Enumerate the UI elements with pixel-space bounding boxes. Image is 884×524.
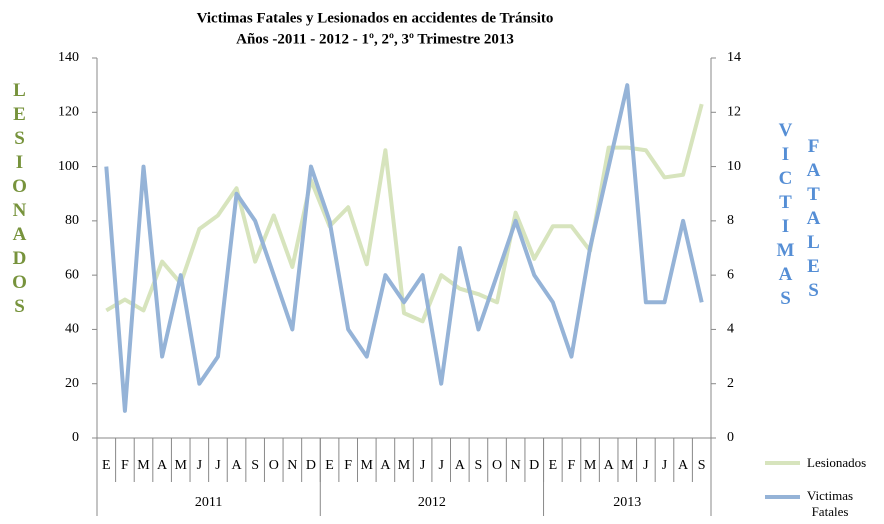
legend-label: Victimas Fatales xyxy=(806,488,854,519)
y2-tick-label: 12 xyxy=(727,105,741,120)
y-tick-label: 100 xyxy=(58,159,79,174)
x-tick-label: F xyxy=(568,458,576,473)
legend-label: Lesionados xyxy=(807,455,867,470)
y-tick-label: 120 xyxy=(58,105,79,120)
y2-tick-label: 4 xyxy=(727,322,734,337)
y-axis-label: LESIONADOS xyxy=(9,80,30,320)
x-tick-label: A xyxy=(455,458,466,473)
x-tick-label: S xyxy=(698,458,706,473)
series-line xyxy=(105,103,704,324)
x-tick-label: S xyxy=(251,458,259,473)
year-label: 2012 xyxy=(418,495,446,510)
y2-tick-label: 6 xyxy=(727,267,734,282)
x-tick-label: E xyxy=(549,458,558,473)
y2-axis-label: VICTIMAS xyxy=(775,120,796,312)
year-label: 2011 xyxy=(195,495,222,510)
year-label: 2013 xyxy=(613,495,641,510)
x-tick-label: J xyxy=(643,458,649,473)
x-tick-label: M xyxy=(361,458,374,473)
y-tick-label: 0 xyxy=(72,430,79,445)
x-tick-label: F xyxy=(344,458,352,473)
x-tick-label: M xyxy=(621,458,634,473)
x-tick-label: O xyxy=(492,458,502,473)
x-tick-label: O xyxy=(269,458,279,473)
x-tick-label: J xyxy=(438,458,444,473)
y2-tick-label: 8 xyxy=(727,213,734,228)
x-tick-label: M xyxy=(175,458,188,473)
chart-title: Victimas Fatales y Lesionados en acciden… xyxy=(197,10,554,26)
x-tick-label: D xyxy=(529,458,539,473)
y2-tick-label: 2 xyxy=(727,376,734,391)
x-tick-label: M xyxy=(584,458,597,473)
x-tick-label: E xyxy=(325,458,334,473)
x-tick-label: A xyxy=(157,458,168,473)
x-tick-label: N xyxy=(287,458,297,473)
series-line xyxy=(104,83,704,413)
y2-tick-label: 14 xyxy=(727,50,741,65)
y2-axis-label: FATALES xyxy=(803,136,824,304)
x-tick-label: A xyxy=(678,458,689,473)
x-tick-label: J xyxy=(215,458,221,473)
y-tick-label: 80 xyxy=(65,213,79,228)
x-tick-label: A xyxy=(231,458,242,473)
y-tick-label: 60 xyxy=(65,267,79,282)
y-tick-label: 20 xyxy=(65,376,79,391)
x-tick-label: A xyxy=(380,458,391,473)
x-tick-label: N xyxy=(511,458,521,473)
y2-tick-label: 10 xyxy=(727,159,741,174)
x-tick-label: M xyxy=(137,458,150,473)
x-tick-label: M xyxy=(398,458,411,473)
y-tick-label: 140 xyxy=(58,50,79,65)
y2-tick-label: 0 xyxy=(727,430,734,445)
x-tick-label: A xyxy=(604,458,615,473)
x-tick-label: J xyxy=(420,458,426,473)
x-tick-label: E xyxy=(102,458,111,473)
chart-subtitle: Años -2011 - 2012 - 1º, 2º, 3º Trimestre… xyxy=(236,31,514,47)
y-tick-label: 40 xyxy=(65,322,79,337)
x-tick-label: F xyxy=(121,458,129,473)
x-tick-label: S xyxy=(475,458,483,473)
x-tick-label: J xyxy=(197,458,203,473)
x-tick-label: D xyxy=(306,458,316,473)
x-tick-label: J xyxy=(662,458,668,473)
